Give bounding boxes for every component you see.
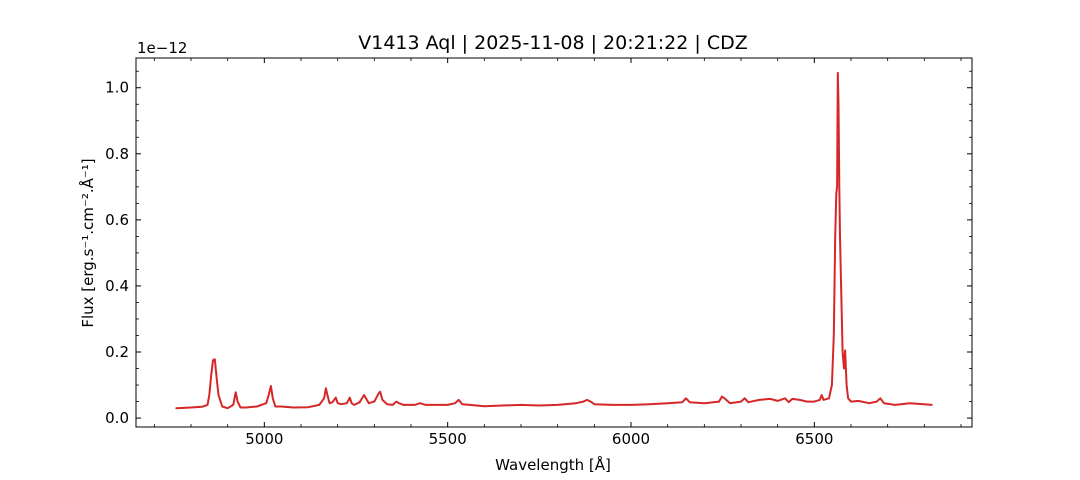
y-tick-label: 1.0 <box>105 79 129 97</box>
y-tick-label: 0.4 <box>105 277 129 295</box>
y-tick-label: 0.6 <box>105 211 129 229</box>
y-axis-label: Flux [erg.s⁻¹.cm⁻².Å⁻¹] <box>78 158 97 327</box>
y-tick-label: 0.2 <box>105 343 129 361</box>
x-tick-label: 5500 <box>429 430 467 448</box>
plot-frame <box>135 57 973 428</box>
y-axis-offset-label: 1e−12 <box>137 39 187 57</box>
y-tick-label: 0.0 <box>105 409 129 427</box>
series-line-flux <box>175 71 933 410</box>
chart-title: V1413 Aql | 2025-11-08 | 20:21:22 | CDZ <box>358 32 748 54</box>
x-axis-label: Wavelength [Å] <box>495 455 611 474</box>
x-tick-label: 6000 <box>612 430 650 448</box>
x-tick-label: 6500 <box>795 430 833 448</box>
y-tick-label: 0.8 <box>105 145 129 163</box>
x-tick-label: 5000 <box>245 430 283 448</box>
